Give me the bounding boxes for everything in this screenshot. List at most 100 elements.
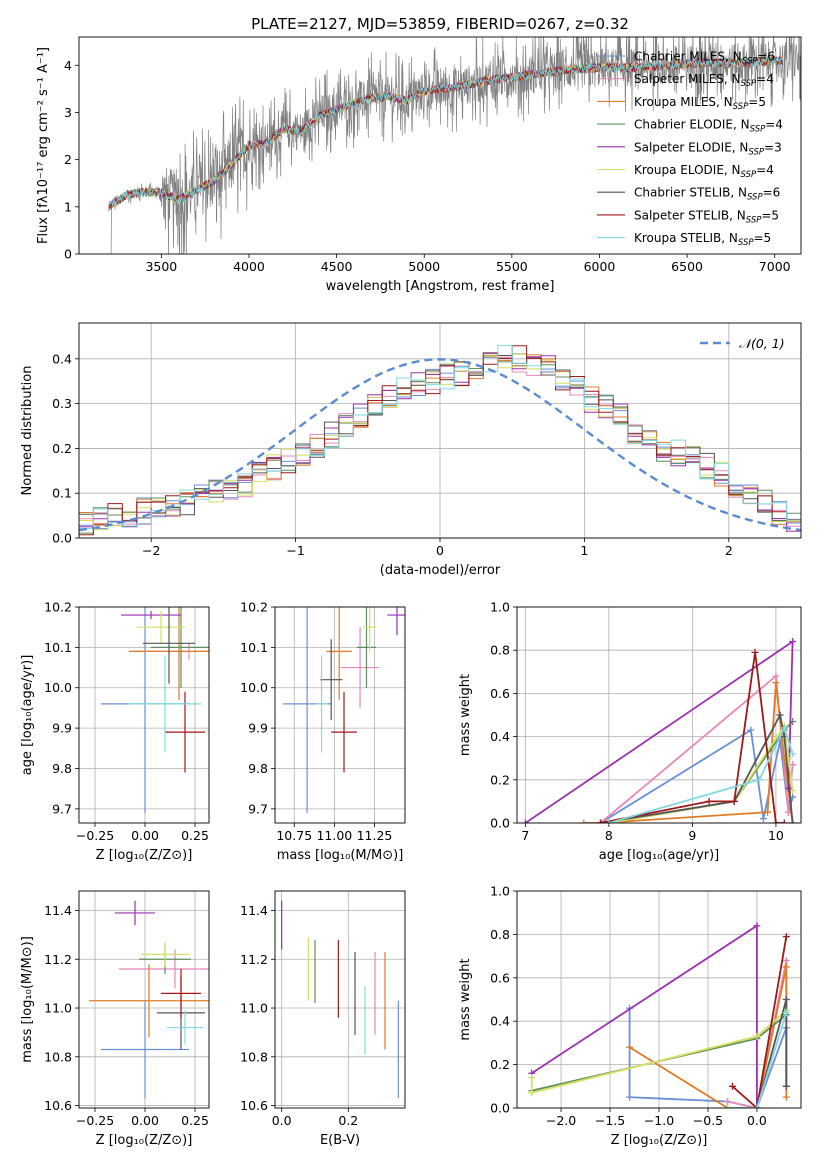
weight-point-marker — [782, 996, 790, 1003]
weight_vs_age-grid — [517, 606, 801, 824]
legend-entry: Chabrier STELIB, NSSP=6 — [634, 186, 780, 203]
weight_vs_Z-plot-area — [528, 922, 790, 1108]
spectrum-frame — [78, 36, 802, 255]
weight-point-marker — [755, 776, 763, 784]
age_vs_mass-grid — [275, 606, 405, 823]
weight-point-marker — [753, 922, 761, 930]
x-tick-label: −0.5 — [693, 1113, 723, 1128]
x-tick-label: 8 — [605, 828, 613, 843]
x-tick-label: 4000 — [233, 259, 265, 274]
y-tick-label: 10.1 — [44, 640, 72, 655]
x-tick-label: 11.25 — [357, 828, 393, 843]
y-tick-label: 0.2 — [490, 1057, 510, 1072]
y-tick-label: 0.2 — [52, 441, 72, 456]
weight-point-marker — [782, 1009, 790, 1017]
weight-point-marker — [780, 819, 788, 823]
y-axis-label: Flux [fλ10⁻¹⁷ erg cm⁻² s⁻¹ A⁻¹] — [36, 47, 51, 244]
residuals-panel: −2 −1 0 1 2 0.0 0.1 0.2 0.3 0.4 (data-model)/error… — [20, 322, 802, 578]
age_vs_Z-frame — [78, 606, 210, 824]
mass_vs_Z-panel: −0.25 0.00 0.25 10.6 10.8 11.0 11.2 11.4 Z [log₁… — [20, 890, 210, 1148]
y-tick-label: 4 — [64, 58, 72, 73]
weight_vs_age-panel: 7 8 9 10 0.0 0.2 0.4 0.6 0.8 1.0 age [log₁₀(age/yr… — [458, 600, 802, 863]
x-tick-label: 10 — [768, 828, 784, 843]
weight-point-marker — [764, 808, 772, 816]
model-fit-line — [108, 56, 784, 207]
y-tick-label: 11.2 — [240, 952, 268, 967]
x-tick-label: −2.0 — [546, 1113, 576, 1128]
model-fit-line — [108, 56, 783, 209]
y-tick-label: 10.1 — [240, 640, 268, 655]
weight_vs_Z-frame — [516, 890, 802, 1109]
y-tick-label: 0.8 — [490, 927, 510, 942]
y-tick-label: 0.2 — [490, 772, 510, 787]
y-tick-label: 0.0 — [490, 1101, 510, 1116]
x-tick-label: 1 — [580, 543, 588, 558]
weight-point-marker — [782, 933, 790, 941]
x-tick-label: −0.25 — [76, 1113, 114, 1128]
y-tick-label: 11.4 — [44, 903, 72, 918]
y-tick-label: 9.7 — [52, 801, 72, 816]
y-tick-label: 11.0 — [44, 1001, 72, 1016]
y-tick-label: 1 — [64, 199, 72, 214]
y-tick-label: 0.0 — [52, 531, 72, 546]
weight-point-marker — [705, 797, 713, 805]
legend-entry: Chabrier ELODIE, NSSP=4 — [634, 118, 783, 135]
legend-entry: Kroupa ELODIE, NSSP=4 — [634, 163, 774, 180]
weight_vs_Z-axes: −2.0 −1.5 −1.0 −0.5 0.0 0.0 0.2 0.4 0.6 0.8 1.0 Z [… — [458, 884, 802, 1148]
age_vs_Z-grid — [79, 606, 209, 823]
residual-histogram-step — [79, 344, 801, 529]
y-tick-label: 9.7 — [248, 801, 268, 816]
weight-series-line — [531, 924, 758, 1108]
weight-point-marker — [789, 638, 797, 646]
y-tick-label: 9.8 — [52, 761, 72, 776]
y-tick-label: 0.6 — [490, 686, 510, 701]
age_vs_mass-plot-area — [283, 607, 405, 813]
x-tick-label: 11.00 — [316, 828, 352, 843]
weight-point-marker — [580, 819, 588, 823]
x-tick-label: 0.25 — [181, 1113, 209, 1128]
weight-point-marker — [728, 1082, 736, 1090]
x-tick-label: 6500 — [671, 259, 703, 274]
x-axis-label: Z [log₁₀(Z/Z⊙)] — [611, 1133, 708, 1148]
age_vs_mass-axes: 10.75 11.00 11.25 9.7 9.8 9.9 10.0 10.1 10.2 mass… — [240, 600, 406, 863]
x-tick-label: 0.25 — [181, 828, 209, 843]
y-tick-label: 10.0 — [44, 680, 72, 695]
weight-point-marker — [789, 761, 797, 769]
y-tick-label: 0.1 — [52, 486, 72, 501]
age_vs_mass-panel: 10.75 11.00 11.25 9.7 9.8 9.9 10.0 10.1 10.2 mass… — [240, 600, 406, 863]
y-axis-label: Normed distribution — [20, 366, 35, 496]
x-tick-label: 0.0 — [747, 1113, 767, 1128]
spectrum-plot-area — [108, 37, 801, 254]
y-tick-label: 10.2 — [44, 600, 72, 615]
y-tick-label: 0.4 — [490, 729, 510, 744]
x-tick-label: −1.5 — [595, 1113, 625, 1128]
x-tick-label: 0 — [436, 543, 444, 558]
y-tick-label: 2 — [64, 152, 72, 167]
legend-entry: Kroupa STELIB, NSSP=5 — [634, 231, 771, 248]
x-tick-label: 0.0 — [272, 1113, 292, 1128]
mass_vs_ebv-axes: 0.0 0.2 10.6 10.8 11.0 11.2 11.4 E(B-V) — [240, 890, 406, 1148]
residuals-frame — [78, 322, 802, 539]
mass_vs_Z-plot-area — [89, 900, 209, 1099]
legend-entry: 𝒩(0, 1) — [739, 336, 785, 351]
y-tick-label: 11.2 — [44, 952, 72, 967]
mass_vs_ebv-panel: 0.0 0.2 10.6 10.8 11.0 11.2 11.4 E(B-V) — [240, 890, 406, 1148]
weight-series-line — [731, 936, 788, 1108]
y-tick-label: 11.0 — [240, 1001, 268, 1016]
weight-series-line — [727, 1012, 788, 1108]
weight-series-line — [608, 725, 794, 823]
weight-point-marker — [521, 819, 529, 823]
weight_vs_Z-grid — [517, 890, 801, 1109]
legend-entry: Kroupa MILES, NSSP=5 — [634, 95, 766, 112]
x-axis-label: Z [log₁₀(Z/Z⊙)] — [96, 848, 193, 863]
mass_vs_ebv-plot-area — [281, 900, 399, 1099]
y-tick-label: 9.8 — [248, 761, 268, 776]
x-tick-label: 0.2 — [338, 1113, 358, 1128]
y-tick-label: 10.0 — [240, 680, 268, 695]
weight_vs_age-axes: 7 8 9 10 0.0 0.2 0.4 0.6 0.8 1.0 age [log₁₀(age/yr… — [458, 600, 802, 863]
x-tick-label: 7 — [521, 828, 529, 843]
weight-point-marker — [597, 819, 605, 823]
x-tick-label: 10.75 — [276, 828, 312, 843]
weight-point-marker — [782, 1093, 790, 1101]
weight_vs_age-plot-area — [521, 638, 797, 823]
